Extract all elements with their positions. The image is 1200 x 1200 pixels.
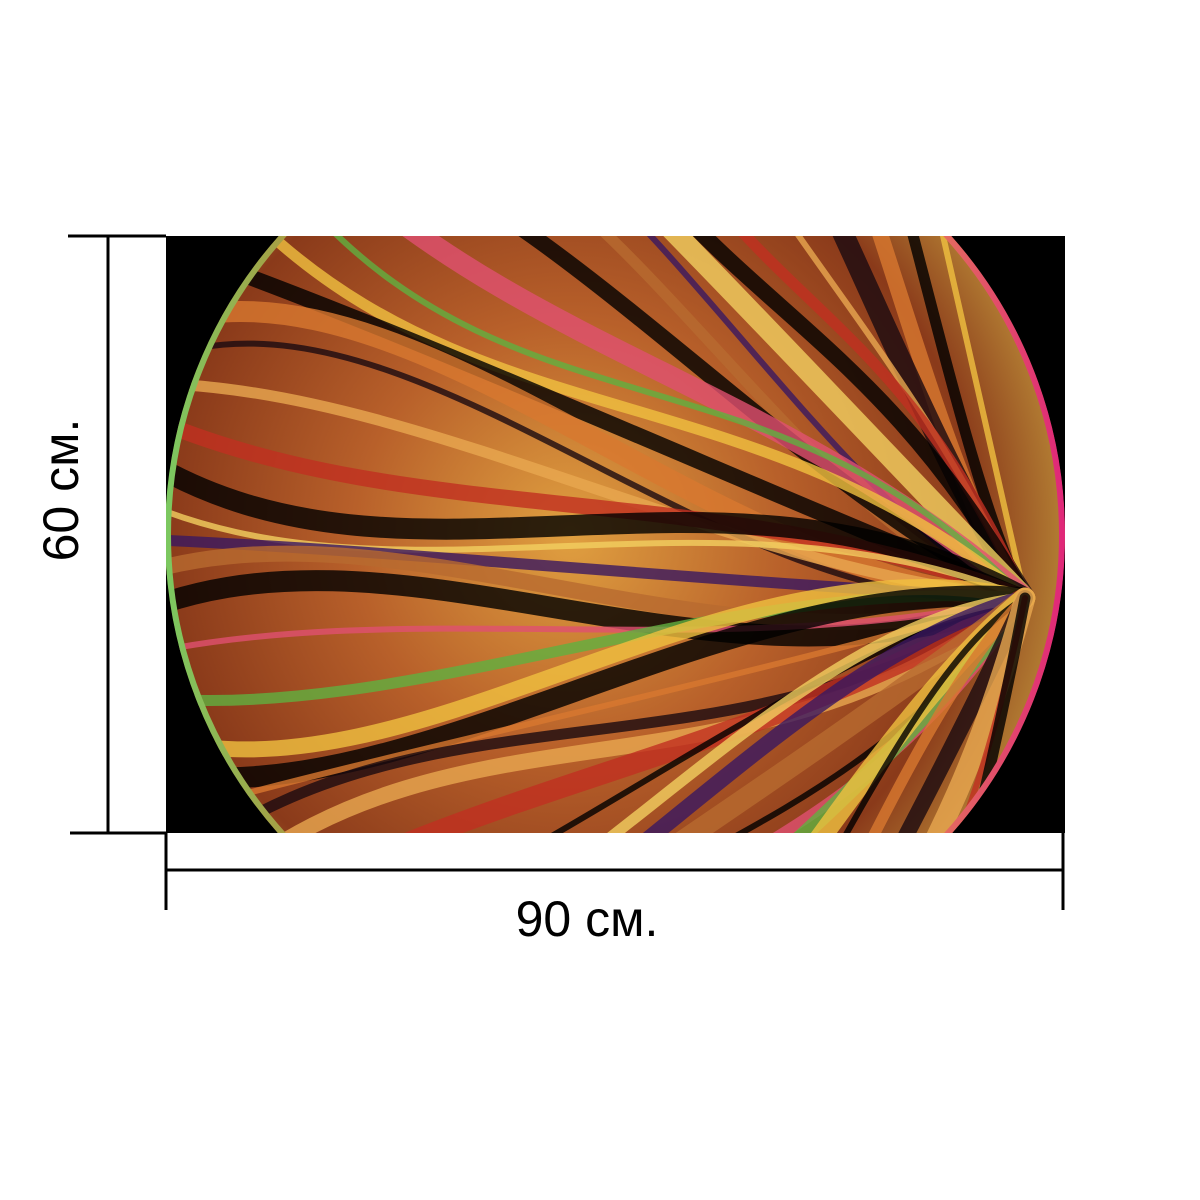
artwork [166, 236, 1065, 833]
swirl-stroke [310, 236, 1028, 601]
swirl-disc [166, 236, 1065, 833]
swirl-stroke [508, 236, 1036, 609]
swirl-stroke [881, 236, 1028, 601]
swirl-stroke [308, 592, 1031, 833]
width-label: 90 см. [516, 891, 659, 947]
swirl-stroke [341, 590, 1033, 833]
swirl-stroke [239, 587, 1036, 833]
swirl-stroke [613, 595, 1028, 833]
swirl-stroke [166, 450, 1036, 609]
height-label: 60 см. [33, 419, 89, 562]
disc-rim [166, 236, 1065, 833]
swirl-stroke [712, 590, 1033, 833]
swirl-stroke [166, 585, 1036, 789]
swirl-stroke [166, 496, 1028, 601]
width-dimension: 90 см. [164, 833, 1065, 947]
swirl-stroke [378, 587, 1036, 833]
swirl-stroke [380, 236, 1033, 606]
swirl-stroke [172, 379, 1031, 604]
swirl-stroke [610, 236, 1031, 604]
swirl-stroke [275, 238, 1031, 604]
swirl-stroke [662, 592, 1031, 833]
swirl-stroke [878, 592, 1031, 833]
height-dimension: 60 см. [33, 234, 166, 835]
swirl-stroke [166, 595, 1028, 661]
swirl-stroke [558, 236, 1033, 606]
swirl-stroke [763, 587, 1036, 833]
swirl-stroke [166, 570, 1036, 647]
swirl-stroke [166, 579, 1033, 758]
